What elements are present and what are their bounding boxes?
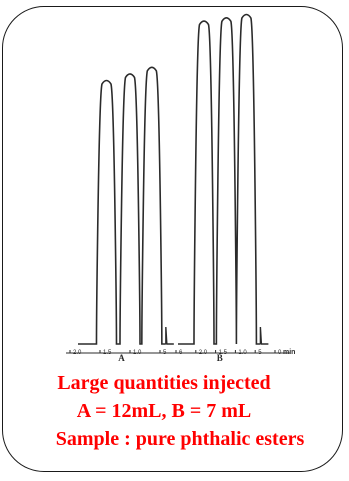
trace-a-line — [78, 66, 166, 345]
trace-b-spike — [259, 326, 269, 345]
x-tick-label: 1.0 — [133, 350, 142, 356]
x-tick-label: 6 — [179, 350, 183, 356]
x-tick-label: 1.0 — [238, 350, 247, 356]
x-tick-label: 5 — [163, 350, 167, 356]
rounded-card — [2, 6, 343, 472]
x-tick-label: 1.5 — [103, 350, 112, 356]
x-axis: 2.0 1.5 1.0 5 6 2.0 1.5 1.0 5 0 min — [66, 349, 295, 356]
x-axis-unit: min — [283, 349, 295, 356]
trace-b-line — [178, 13, 261, 345]
trace-a-label: A — [118, 353, 125, 363]
trace-b-label: B — [217, 353, 223, 363]
x-tick-label: 2.0 — [199, 350, 208, 356]
x-tick-label: 2.0 — [73, 350, 82, 356]
caption-line-3: Sample : pure phthalic esters — [55, 428, 305, 450]
trace-a: A — [78, 66, 174, 363]
x-tick-label: 5 — [258, 350, 262, 356]
x-tick-label: 1.5 — [219, 350, 228, 356]
trace-b: B — [178, 13, 269, 363]
x-tick-label: 0 — [278, 350, 282, 356]
trace-a-spike — [165, 326, 174, 345]
caption-line-1: Large quantities injected — [57, 372, 271, 394]
caption-line-2: A = 12mL, B = 7 mL — [76, 400, 252, 422]
